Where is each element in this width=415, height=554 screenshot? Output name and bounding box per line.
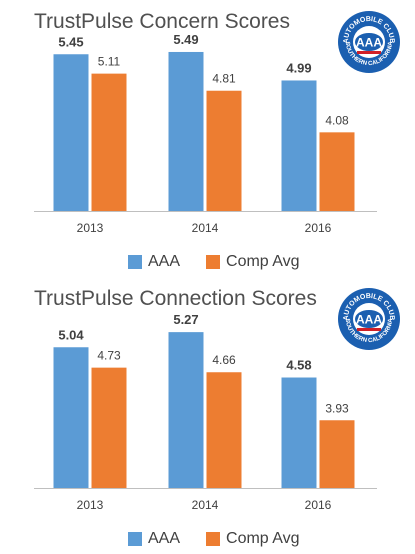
bar-comp-avg-2014: [206, 90, 242, 211]
data-label-comp-avg-2016: 3.93: [325, 401, 349, 415]
legend-label-aaa: AAA: [148, 530, 181, 547]
data-label-aaa-2014: 5.27: [173, 312, 198, 327]
data-label-comp-avg-2013: 4.73: [97, 349, 121, 363]
data-label-aaa-2016: 4.58: [286, 358, 311, 373]
data-label-comp-avg-2016: 4.08: [325, 113, 349, 127]
legend-item-aaa: AAA: [128, 530, 180, 548]
data-label-aaa-2014: 5.49: [173, 32, 198, 47]
bar-aaa-2013: [53, 54, 89, 211]
x-tick-label-2013: 2013: [77, 221, 104, 235]
bar-comp-avg-2016: [319, 420, 355, 488]
plot-area: 5.04 4.73 2013 5.27 4.66 2014 4.58 3.93 2016: [34, 312, 377, 512]
concern-chart: TrustPulse Concern Scores AUTOMOBILE CLU…: [34, 10, 400, 271]
legend-item-comp-avg: Comp Avg: [206, 253, 300, 271]
bar-aaa-2016: [281, 80, 317, 211]
logo-center-text: AAA: [356, 36, 382, 50]
bar-aaa-2013: [53, 347, 89, 488]
x-tick-label-2016: 2016: [305, 498, 332, 512]
x-tick-label-2016: 2016: [305, 221, 332, 235]
x-tick-label-2014: 2014: [192, 498, 219, 512]
data-label-aaa-2013: 5.04: [58, 327, 84, 342]
legend-swatch-aaa: [128, 532, 142, 546]
legend-item-aaa: AAA: [128, 253, 180, 271]
bar-comp-avg-2013: [91, 367, 127, 488]
aaa-logo-icon: AUTOMOBILE CLUB SOUTHERN CALIFORNIA AAA: [338, 11, 400, 73]
aaa-logo-icon: AUTOMOBILE CLUB SOUTHERN CALIFORNIA AAA: [338, 288, 400, 350]
bar-aaa-2016: [281, 377, 317, 488]
x-tick-label-2014: 2014: [192, 221, 219, 235]
legend-swatch-comp-avg: [206, 255, 221, 269]
legend-label-comp-avg: Comp Avg: [226, 530, 300, 547]
x-tick-label-2013: 2013: [77, 498, 104, 512]
chart-title: TrustPulse Concern Scores: [34, 10, 290, 33]
bar-comp-avg-2013: [91, 73, 127, 211]
data-label-aaa-2013: 5.45: [58, 34, 83, 49]
legend-swatch-aaa: [128, 255, 142, 269]
legend: AAA Comp Avg: [128, 253, 326, 271]
bar-aaa-2014: [168, 51, 204, 211]
legend-item-comp-avg: Comp Avg: [206, 530, 300, 548]
logo-center-text: AAA: [356, 313, 382, 327]
plot-area: 5.45 5.11 2013 5.49 4.81 2014 4.99 4.08 2016: [34, 32, 377, 235]
bar-comp-avg-2016: [319, 132, 355, 211]
data-label-aaa-2016: 4.99: [286, 60, 311, 75]
connection-chart: TrustPulse Connection Scores AUTOMOBILE …: [0, 277, 415, 554]
legend-label-aaa: AAA: [148, 253, 181, 270]
chart-title: TrustPulse Connection Scores: [34, 287, 317, 310]
legend: AAA Comp Avg: [128, 530, 326, 548]
legend-label-comp-avg: Comp Avg: [226, 253, 300, 270]
bar-aaa-2014: [168, 332, 204, 488]
legend-swatch-comp-avg: [206, 532, 221, 546]
data-label-comp-avg-2013: 5.11: [98, 55, 121, 69]
data-label-comp-avg-2014: 4.66: [212, 353, 236, 367]
data-label-comp-avg-2014: 4.81: [212, 72, 236, 86]
bar-comp-avg-2014: [206, 372, 242, 488]
